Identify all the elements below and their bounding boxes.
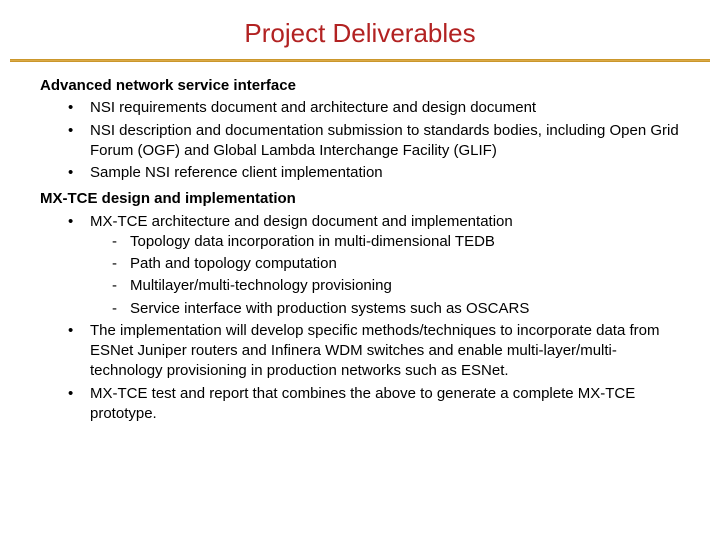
bullet-text: MX-TCE test and report that combines the… xyxy=(90,385,635,422)
sub-bullet-text: Path and topology computation xyxy=(130,255,337,272)
slide-content: Advanced network service interface NSI r… xyxy=(0,62,720,424)
sub-list: Topology data incorporation in multi-dim… xyxy=(90,232,680,319)
bullet-text: Sample NSI reference client implementati… xyxy=(90,164,383,181)
slide-title: Project Deliverables xyxy=(0,0,720,59)
section-heading: MX-TCE design and implementation xyxy=(40,189,680,209)
sub-bullet-text: Service interface with production system… xyxy=(130,300,529,317)
sub-list-item: Multilayer/multi-technology provisioning xyxy=(112,276,680,296)
bullet-text: NSI description and documentation submis… xyxy=(90,122,679,159)
bullet-text: NSI requirements document and architectu… xyxy=(90,99,536,116)
slide: Project Deliverables Advanced network se… xyxy=(0,0,720,540)
list-item: The implementation will develop specific… xyxy=(68,321,680,382)
sub-list-item: Service interface with production system… xyxy=(112,299,680,319)
section-heading: Advanced network service interface xyxy=(40,76,680,96)
list-item: MX-TCE architecture and design document … xyxy=(68,212,680,319)
bullet-list: MX-TCE architecture and design document … xyxy=(40,212,680,425)
sub-list-item: Topology data incorporation in multi-dim… xyxy=(112,232,680,252)
list-item: NSI description and documentation submis… xyxy=(68,121,680,162)
bullet-list: NSI requirements document and architectu… xyxy=(40,98,680,183)
bullet-text: The implementation will develop specific… xyxy=(90,322,659,380)
sub-list-item: Path and topology computation xyxy=(112,254,680,274)
list-item: MX-TCE test and report that combines the… xyxy=(68,384,680,425)
bullet-text: MX-TCE architecture and design document … xyxy=(90,213,513,230)
list-item: NSI requirements document and architectu… xyxy=(68,98,680,118)
list-item: Sample NSI reference client implementati… xyxy=(68,163,680,183)
sub-bullet-text: Topology data incorporation in multi-dim… xyxy=(130,233,495,250)
sub-bullet-text: Multilayer/multi-technology provisioning xyxy=(130,277,392,294)
